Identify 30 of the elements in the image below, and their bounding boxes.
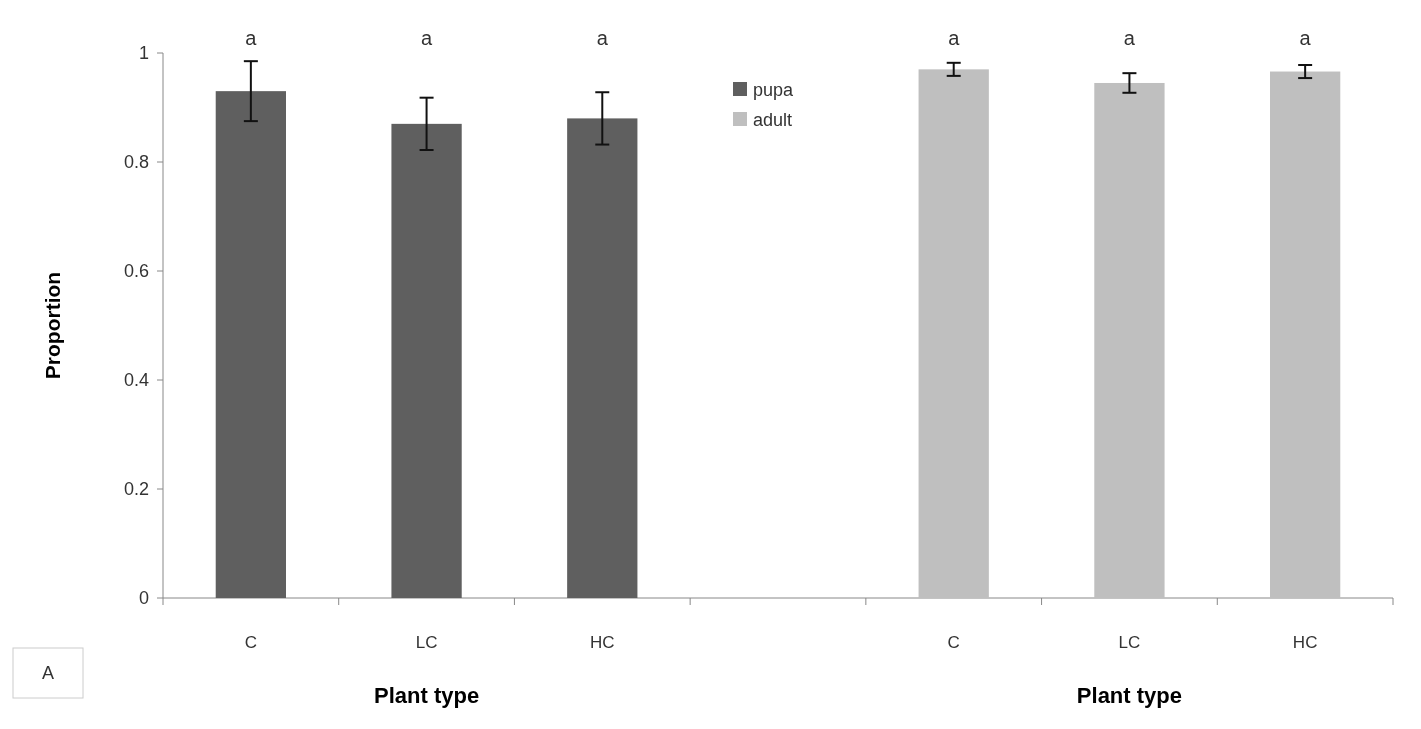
bar	[215, 91, 286, 598]
text: a	[421, 27, 434, 49]
y-tick-label: 0.6	[123, 261, 149, 282]
text: Plant type	[1076, 683, 1182, 708]
y-tick-label: 0	[138, 588, 149, 609]
bar	[1094, 82, 1165, 598]
text: a	[1123, 27, 1136, 49]
text: a	[1299, 27, 1312, 49]
y-tick-label: 1	[138, 43, 149, 64]
x-tick-label: C	[947, 633, 960, 652]
bar	[567, 118, 638, 598]
bar	[918, 69, 989, 598]
y-axis-title: Proportion	[41, 271, 64, 380]
bar	[1270, 71, 1341, 598]
x-axis-title: Plant type	[374, 683, 480, 708]
y-tick-label: 0.8	[123, 152, 149, 173]
x-tick-label: C	[244, 633, 257, 652]
bar	[391, 123, 462, 598]
x-tick-label: LC	[415, 633, 438, 652]
y-tick-label: 0.4	[123, 370, 149, 391]
y-tick-label: 0.2	[123, 479, 149, 500]
text: a	[596, 27, 609, 49]
x-tick-label: HC	[1292, 633, 1318, 652]
legend-label: pupa	[753, 80, 795, 101]
text: A	[41, 663, 55, 684]
legend-label: adult	[753, 110, 793, 131]
text: a	[948, 27, 961, 49]
x-tick-label: HC	[590, 633, 615, 652]
x-tick-label: LC	[1118, 633, 1141, 652]
text: a	[245, 27, 258, 49]
